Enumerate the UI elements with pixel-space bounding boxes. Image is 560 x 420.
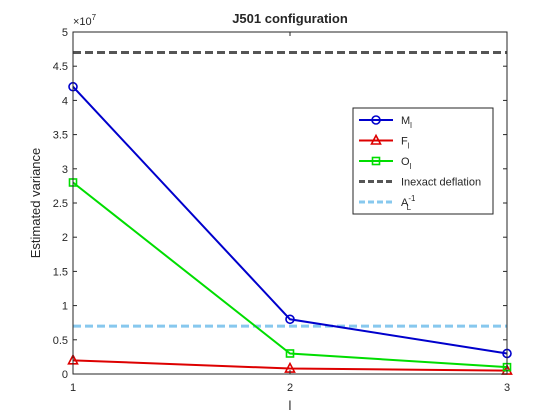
y-axis-exponent-power: 7 [92,13,97,22]
legend-marker-1 [371,115,381,125]
legend-label-1: Ml [401,115,412,130]
legend-label-5: A-1 L [401,194,416,212]
legend-label-4: Inexact deflation [401,177,481,189]
legend-entry-5: A-1 L [359,194,416,212]
legend: Ml Fl Ol Inexact deflation A-1 L [352,107,494,215]
legend-entry-1: Ml [359,115,412,130]
y-tick-label: 0.5 [53,335,68,347]
series-line-1 [72,86,508,355]
legend-marker-2 [370,133,382,145]
y-tick-label: 5 [62,27,68,39]
series-1-point-2 [285,314,295,325]
x-tick-label: 2 [287,382,293,394]
series-3-point-2 [285,349,295,358]
y-tick-label: 4 [62,95,68,107]
y-tick-label: 2 [62,232,68,244]
legend-marker-3 [371,156,381,166]
y-tick-label: 4.5 [53,61,68,73]
y-tick-label: 0 [62,369,68,381]
reference-lines [73,51,507,328]
series-line-2 [72,359,508,372]
legend-label-2: Fl [401,136,410,151]
axes: 0 0.5 1 1.5 2 2.5 3 3.5 4 4.5 5 1 2 3 [53,27,510,394]
y-tick-label: 2.5 [53,198,68,210]
y-tick-label: 3.5 [53,130,68,142]
y-tick-label: 1.5 [53,266,68,278]
x-tick-label: 3 [504,382,510,394]
chart-title: J501 configuration [232,11,348,26]
y-tick-label: 3 [62,164,68,176]
x-tick-label: 1 [70,382,76,394]
legend-entry-4: Inexact deflation [359,177,481,189]
x-axis-label: l [289,398,292,413]
series-line-3 [72,181,508,369]
legend-entry-2: Fl [359,133,410,151]
y-tick-label: 1 [62,301,68,313]
y-axis-exponent-base: ×10 [73,16,92,28]
svg-text:×107: ×107 [73,13,97,28]
legend-entry-3: Ol [359,156,412,171]
series-layer [67,81,513,375]
legend-label-3: Ol [401,156,412,171]
y-axis-label: Estimated variance [28,148,43,259]
y-axis-exponent: ×107 [73,13,97,28]
